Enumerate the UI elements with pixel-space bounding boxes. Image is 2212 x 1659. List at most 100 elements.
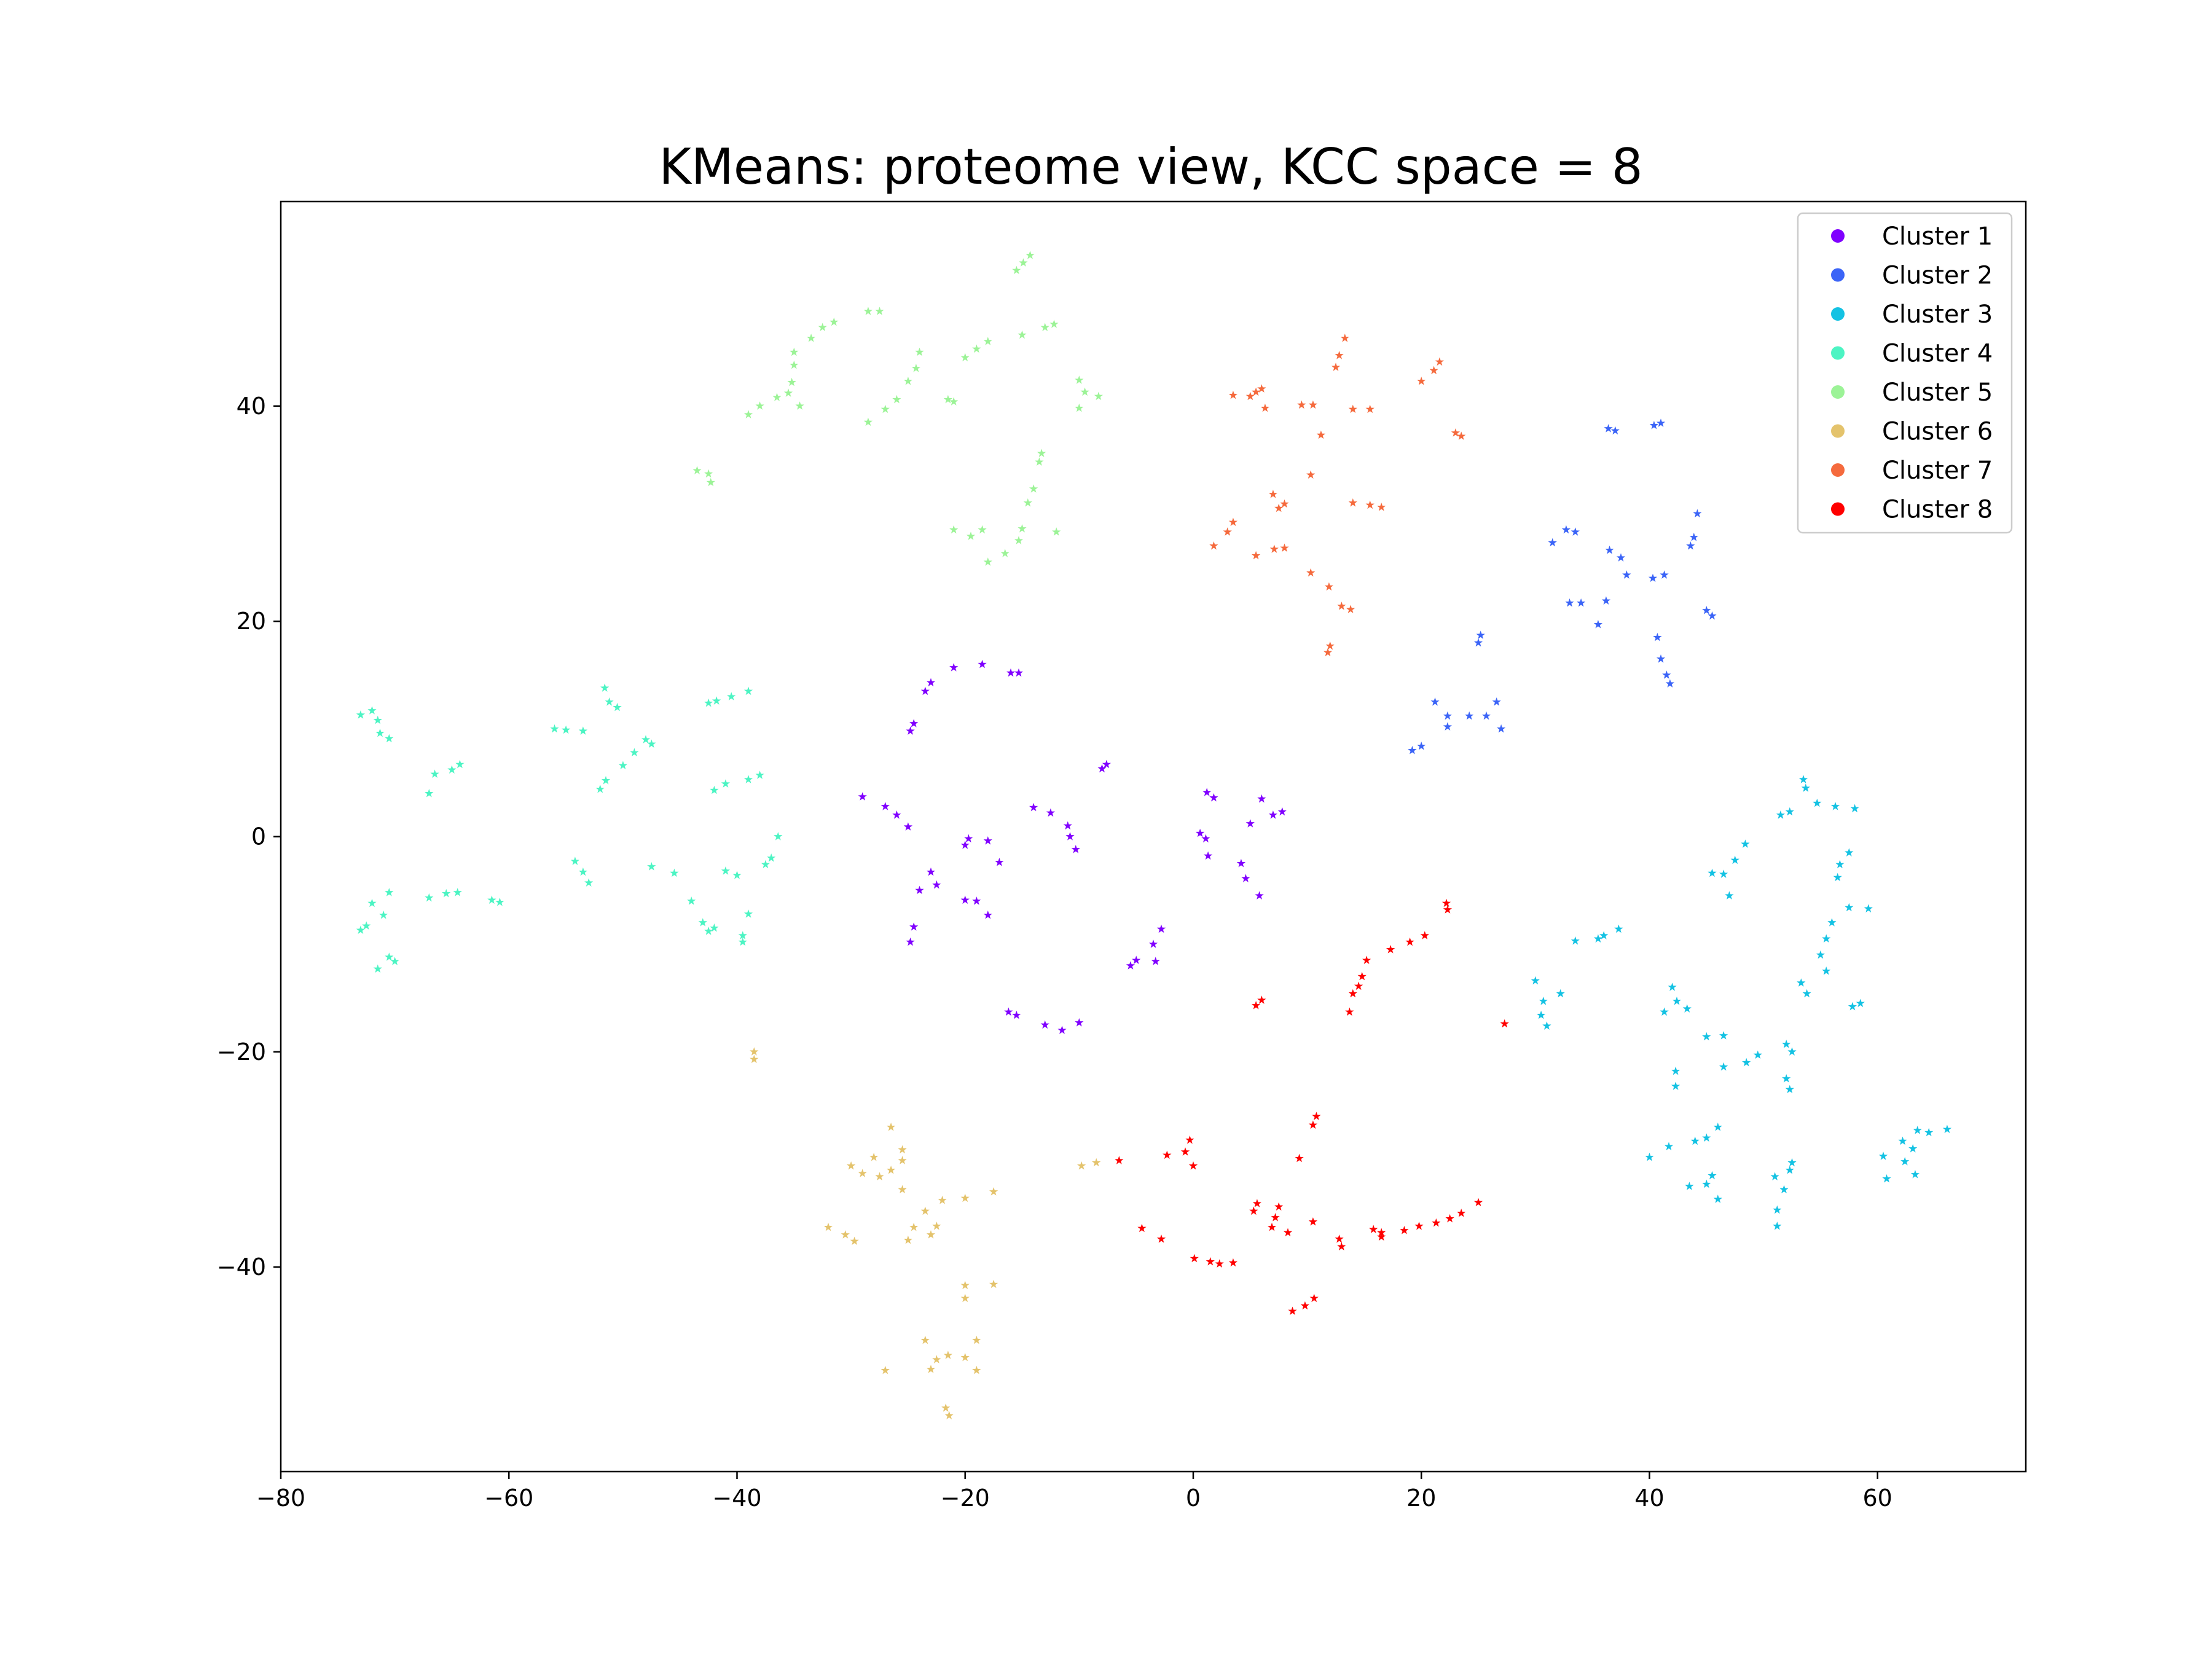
point-1-22 [983, 910, 992, 919]
point-5-31 [1075, 375, 1084, 384]
point-6-31 [972, 1365, 981, 1375]
point-5-47 [692, 466, 702, 474]
point-4-15 [613, 702, 622, 712]
point-5-40 [1014, 536, 1024, 544]
point-3-61 [1787, 1158, 1797, 1167]
point-8-32 [1267, 1222, 1277, 1231]
x-tick-label: 60 [1863, 1484, 1892, 1512]
point-4-22 [704, 698, 713, 707]
point-1-36 [1102, 759, 1112, 769]
point-4-55 [362, 921, 371, 930]
legend-label: Cluster 5 [1882, 378, 1993, 407]
point-4-47 [487, 895, 496, 904]
legend-label: Cluster 4 [1882, 340, 1993, 368]
point-6-35 [944, 1411, 954, 1419]
point-4-44 [570, 857, 580, 865]
legend-marker [1831, 307, 1845, 321]
point-2-22 [1653, 632, 1662, 641]
legend-marker [1831, 268, 1845, 282]
point-6-1 [750, 1047, 759, 1056]
point-4-27 [721, 779, 731, 788]
x-tick-label: 40 [1634, 1484, 1664, 1512]
point-4-37 [721, 866, 731, 875]
point-3-42 [1719, 1031, 1728, 1040]
point-8-33 [1283, 1228, 1293, 1237]
point-3-8 [1741, 839, 1750, 848]
point-7-4 [1435, 357, 1445, 366]
point-5-35 [1035, 457, 1044, 466]
point-2-10 [1622, 570, 1631, 579]
point-2-27 [1476, 630, 1485, 639]
point-8-36 [1337, 1242, 1346, 1250]
y-tick-label: 20 [237, 608, 266, 635]
point-3-67 [1898, 1136, 1907, 1145]
point-5-23 [943, 394, 953, 404]
point-7-11 [1260, 403, 1270, 412]
point-2-25 [1665, 679, 1675, 688]
point-3-48 [1782, 1074, 1791, 1083]
point-3-24 [1848, 1002, 1857, 1011]
point-4-36 [732, 871, 742, 879]
point-5-44 [966, 531, 976, 540]
point-1-47 [1236, 858, 1246, 868]
point-8-43 [1445, 1214, 1454, 1223]
point-2-11 [1565, 598, 1574, 607]
point-8-7 [1357, 971, 1367, 981]
point-6-18 [932, 1222, 941, 1230]
point-3-65 [1878, 1151, 1888, 1160]
point-4-40 [698, 918, 707, 927]
point-3-49 [1785, 1084, 1794, 1094]
point-3-4 [1785, 807, 1794, 816]
point-4-51 [425, 893, 434, 902]
point-5-3 [1026, 251, 1035, 259]
legend-label: Cluster 2 [1882, 262, 1993, 290]
point-6-34 [941, 1403, 951, 1412]
point-6-23 [960, 1281, 970, 1290]
point-3-7 [1850, 804, 1859, 813]
point-4-31 [767, 853, 776, 862]
point-2-24 [1662, 670, 1671, 679]
point-3-47 [1787, 1047, 1797, 1056]
point-8-24 [1190, 1253, 1199, 1263]
point-3-10 [1719, 869, 1728, 878]
point-8-31 [1274, 1202, 1284, 1211]
point-5-20 [903, 377, 913, 385]
point-2-30 [1430, 697, 1440, 706]
point-1-33 [1057, 1026, 1067, 1034]
point-7-18 [1457, 431, 1466, 440]
point-2-7 [1571, 527, 1580, 536]
point-3-34 [1614, 924, 1623, 933]
point-4-21 [647, 739, 656, 748]
point-4-10 [550, 724, 559, 733]
point-2-15 [1648, 573, 1658, 582]
point-3-59 [1770, 1172, 1779, 1181]
point-8-19 [1180, 1147, 1190, 1156]
point-6-7 [869, 1153, 879, 1161]
point-7-6 [1417, 377, 1426, 385]
series-7 [1209, 334, 1466, 657]
point-3-43 [1719, 1062, 1728, 1071]
point-6-15 [989, 1187, 998, 1196]
point-6-27 [926, 1365, 936, 1373]
point-8-20 [1185, 1135, 1194, 1144]
point-8-1 [1441, 898, 1451, 908]
point-1-19 [964, 834, 973, 843]
point-3-12 [1725, 891, 1734, 900]
point-1-1 [909, 719, 919, 728]
point-7-15 [1365, 404, 1375, 414]
point-2-33 [1465, 711, 1474, 720]
series-4 [356, 683, 783, 973]
point-1-53 [1255, 891, 1264, 900]
point-3-25 [1856, 998, 1865, 1008]
point-3-28 [1556, 989, 1565, 998]
point-2-32 [1443, 722, 1453, 731]
point-4-49 [453, 888, 462, 896]
point-1-39 [1148, 939, 1158, 948]
point-6-29 [943, 1351, 953, 1359]
point-8-8 [1354, 981, 1363, 990]
x-tick-label: −20 [941, 1484, 990, 1512]
point-8-18 [1163, 1150, 1172, 1159]
point-5-5 [875, 307, 884, 315]
points-layer [356, 251, 1952, 1419]
point-5-2 [1019, 258, 1028, 267]
